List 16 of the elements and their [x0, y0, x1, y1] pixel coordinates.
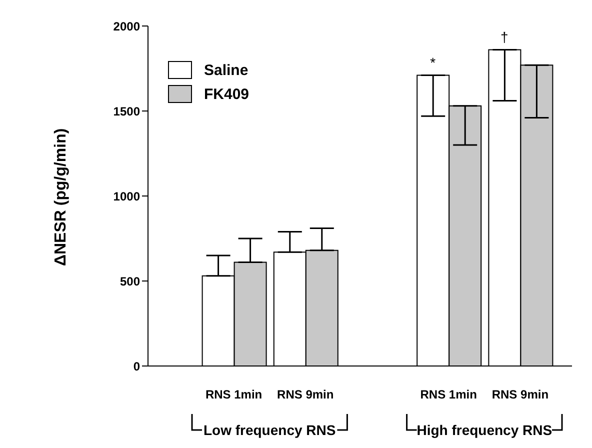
- x-tick-label: RNS 9min: [492, 388, 549, 402]
- annotation: †: [500, 28, 508, 45]
- legend-label: FK409: [204, 86, 250, 102]
- y-tick-label: 1500: [113, 104, 140, 118]
- y-tick-label: 1000: [113, 189, 140, 204]
- legend-label: Saline: [204, 62, 248, 78]
- x-tick-label: RNS 1min: [205, 388, 262, 402]
- y-tick-label: 2000: [113, 19, 140, 34]
- y-tick-label: 500: [120, 274, 140, 288]
- annotation: *: [430, 54, 436, 70]
- text: High frequency RNS: [416, 422, 552, 438]
- x-tick-label: RNS 1min: [420, 388, 477, 402]
- text: Low frequency RNS: [203, 422, 336, 438]
- x-tick-label: RNS 9min: [277, 388, 334, 402]
- y-tick-label: 0: [133, 359, 140, 374]
- y-axis-title: ΔNESR (pg/g/min): [52, 128, 70, 266]
